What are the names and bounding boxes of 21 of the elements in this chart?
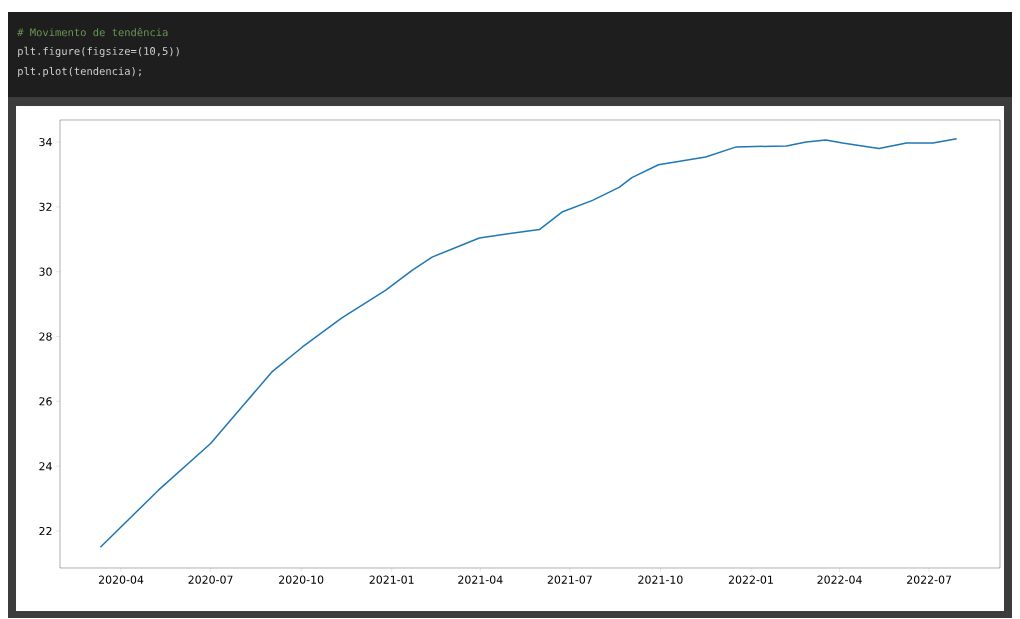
y-tick-label: 22 — [39, 526, 52, 536]
text: plt.plot(tendencia); — [18, 66, 141, 78]
y-tick-label: 30 — [39, 267, 52, 276]
x-tick-label: 2020-04 — [98, 575, 144, 584]
x-tick-label: 2021-10 — [638, 575, 683, 584]
text: plt.figure(figsize=(10,5)) — [18, 46, 179, 58]
x-tick-label: 2022-04 — [817, 575, 862, 584]
text: # Movimento de tendência — [17, 27, 168, 37]
x-tick-label: 2021-07 — [547, 575, 592, 584]
y-tick-label: 34 — [39, 137, 52, 147]
y-tick-label: 28 — [39, 332, 52, 341]
x-tick-label: 2021-04 — [458, 575, 503, 584]
line-series — [99, 138, 958, 548]
x-tick-label: 2020-10 — [279, 575, 324, 584]
x-tick-label: 2022-07 — [907, 575, 952, 584]
y-tick-label: 26 — [39, 397, 52, 406]
x-tick-label: 2022-01 — [728, 575, 773, 584]
y-tick-label: 32 — [39, 202, 52, 212]
y-tick-label: 24 — [39, 462, 52, 471]
x-tick-label: 2020-07 — [188, 575, 233, 584]
x-tick-label: 2021-01 — [369, 575, 414, 584]
